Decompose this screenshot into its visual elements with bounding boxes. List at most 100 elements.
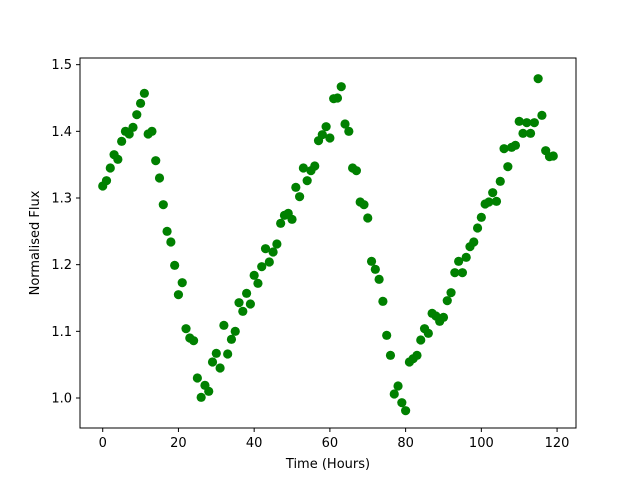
data-point — [211, 348, 221, 358]
data-point — [503, 162, 513, 172]
data-point — [340, 119, 350, 129]
data-point — [298, 163, 308, 173]
data-point — [196, 392, 206, 402]
data-point — [397, 398, 407, 408]
data-point — [476, 212, 486, 222]
data-point — [488, 188, 498, 198]
data-point — [495, 176, 505, 186]
x-tick-label: 60 — [322, 436, 339, 451]
data-point — [245, 299, 255, 309]
data-point — [416, 335, 426, 345]
data-point — [158, 200, 168, 210]
data-point — [385, 350, 396, 360]
data-point — [101, 176, 112, 186]
data-point — [537, 110, 547, 120]
data-point — [310, 161, 320, 171]
data-point — [518, 128, 528, 138]
data-point — [442, 296, 452, 306]
data-point — [291, 182, 301, 192]
data-point — [132, 110, 142, 120]
data-point — [124, 129, 134, 139]
data-point — [378, 296, 388, 306]
data-point — [374, 274, 384, 284]
data-point — [253, 278, 263, 288]
data-point — [484, 197, 494, 207]
x-tick-label: 80 — [397, 436, 414, 451]
data-point — [295, 192, 305, 202]
data-point — [321, 122, 331, 132]
data-point — [461, 252, 471, 262]
data-point — [135, 98, 146, 108]
data-point — [223, 349, 233, 359]
y-axis-label: Normalised Flux — [28, 190, 43, 295]
data-point — [207, 357, 218, 367]
data-point — [192, 373, 202, 383]
data-point — [336, 82, 346, 92]
data-point — [204, 386, 214, 396]
data-point — [105, 163, 115, 173]
data-point — [412, 350, 422, 360]
data-point — [533, 74, 543, 84]
x-tick-label: 120 — [545, 436, 570, 451]
data-point — [162, 226, 172, 236]
y-tick-label: 1.0 — [51, 392, 72, 407]
data-point — [272, 239, 282, 249]
x-tick-label: 40 — [246, 436, 263, 451]
data-point — [454, 256, 464, 266]
y-tick-label: 1.3 — [51, 192, 72, 207]
data-point — [359, 200, 369, 210]
data-point — [325, 133, 335, 143]
y-tick-label: 1.2 — [51, 258, 72, 273]
data-point — [170, 260, 180, 270]
data-point — [469, 237, 479, 247]
data-point — [389, 389, 399, 399]
data-point — [188, 336, 199, 346]
data-point — [491, 196, 502, 206]
x-axis-label: Time (Hours) — [285, 457, 370, 472]
data-point — [366, 256, 377, 266]
y-tick-label: 1.4 — [51, 125, 72, 140]
data-point — [382, 330, 392, 340]
data-point — [317, 130, 327, 140]
data-point — [446, 288, 456, 298]
data-point — [117, 136, 127, 146]
data-point — [548, 151, 558, 161]
data-point — [139, 88, 149, 98]
data-point — [525, 128, 536, 138]
x-tick-label: 0 — [99, 436, 107, 451]
plot-frame — [79, 57, 577, 429]
data-point — [351, 166, 361, 176]
y-tick-label: 1.5 — [51, 58, 72, 73]
data-point — [268, 247, 278, 257]
data-point — [499, 144, 509, 154]
data-point — [173, 290, 184, 300]
data-point — [332, 93, 343, 103]
data-point — [276, 218, 286, 228]
data-point — [401, 406, 411, 416]
data-point — [450, 268, 460, 278]
data-point — [215, 363, 225, 373]
data-point — [438, 312, 449, 322]
data-point — [113, 154, 123, 164]
data-point — [510, 140, 521, 150]
data-point — [287, 214, 297, 224]
axis-ticks: 0 20 40 60 80 100 120 1.0 1.1 1.2 1.3 1.4 1.5 — [51, 58, 569, 451]
data-point — [393, 381, 403, 391]
data-point — [457, 268, 468, 278]
data-point — [257, 262, 267, 272]
data-point — [264, 257, 274, 267]
data-point — [242, 288, 252, 298]
x-tick-label: 100 — [469, 436, 494, 451]
data-point — [177, 278, 187, 288]
data-point — [260, 244, 271, 254]
data-point — [147, 126, 157, 136]
data-point — [128, 122, 138, 132]
data-points — [98, 74, 558, 416]
data-point — [181, 324, 191, 334]
data-point — [230, 326, 240, 336]
data-point — [472, 223, 483, 233]
data-point — [219, 320, 229, 330]
